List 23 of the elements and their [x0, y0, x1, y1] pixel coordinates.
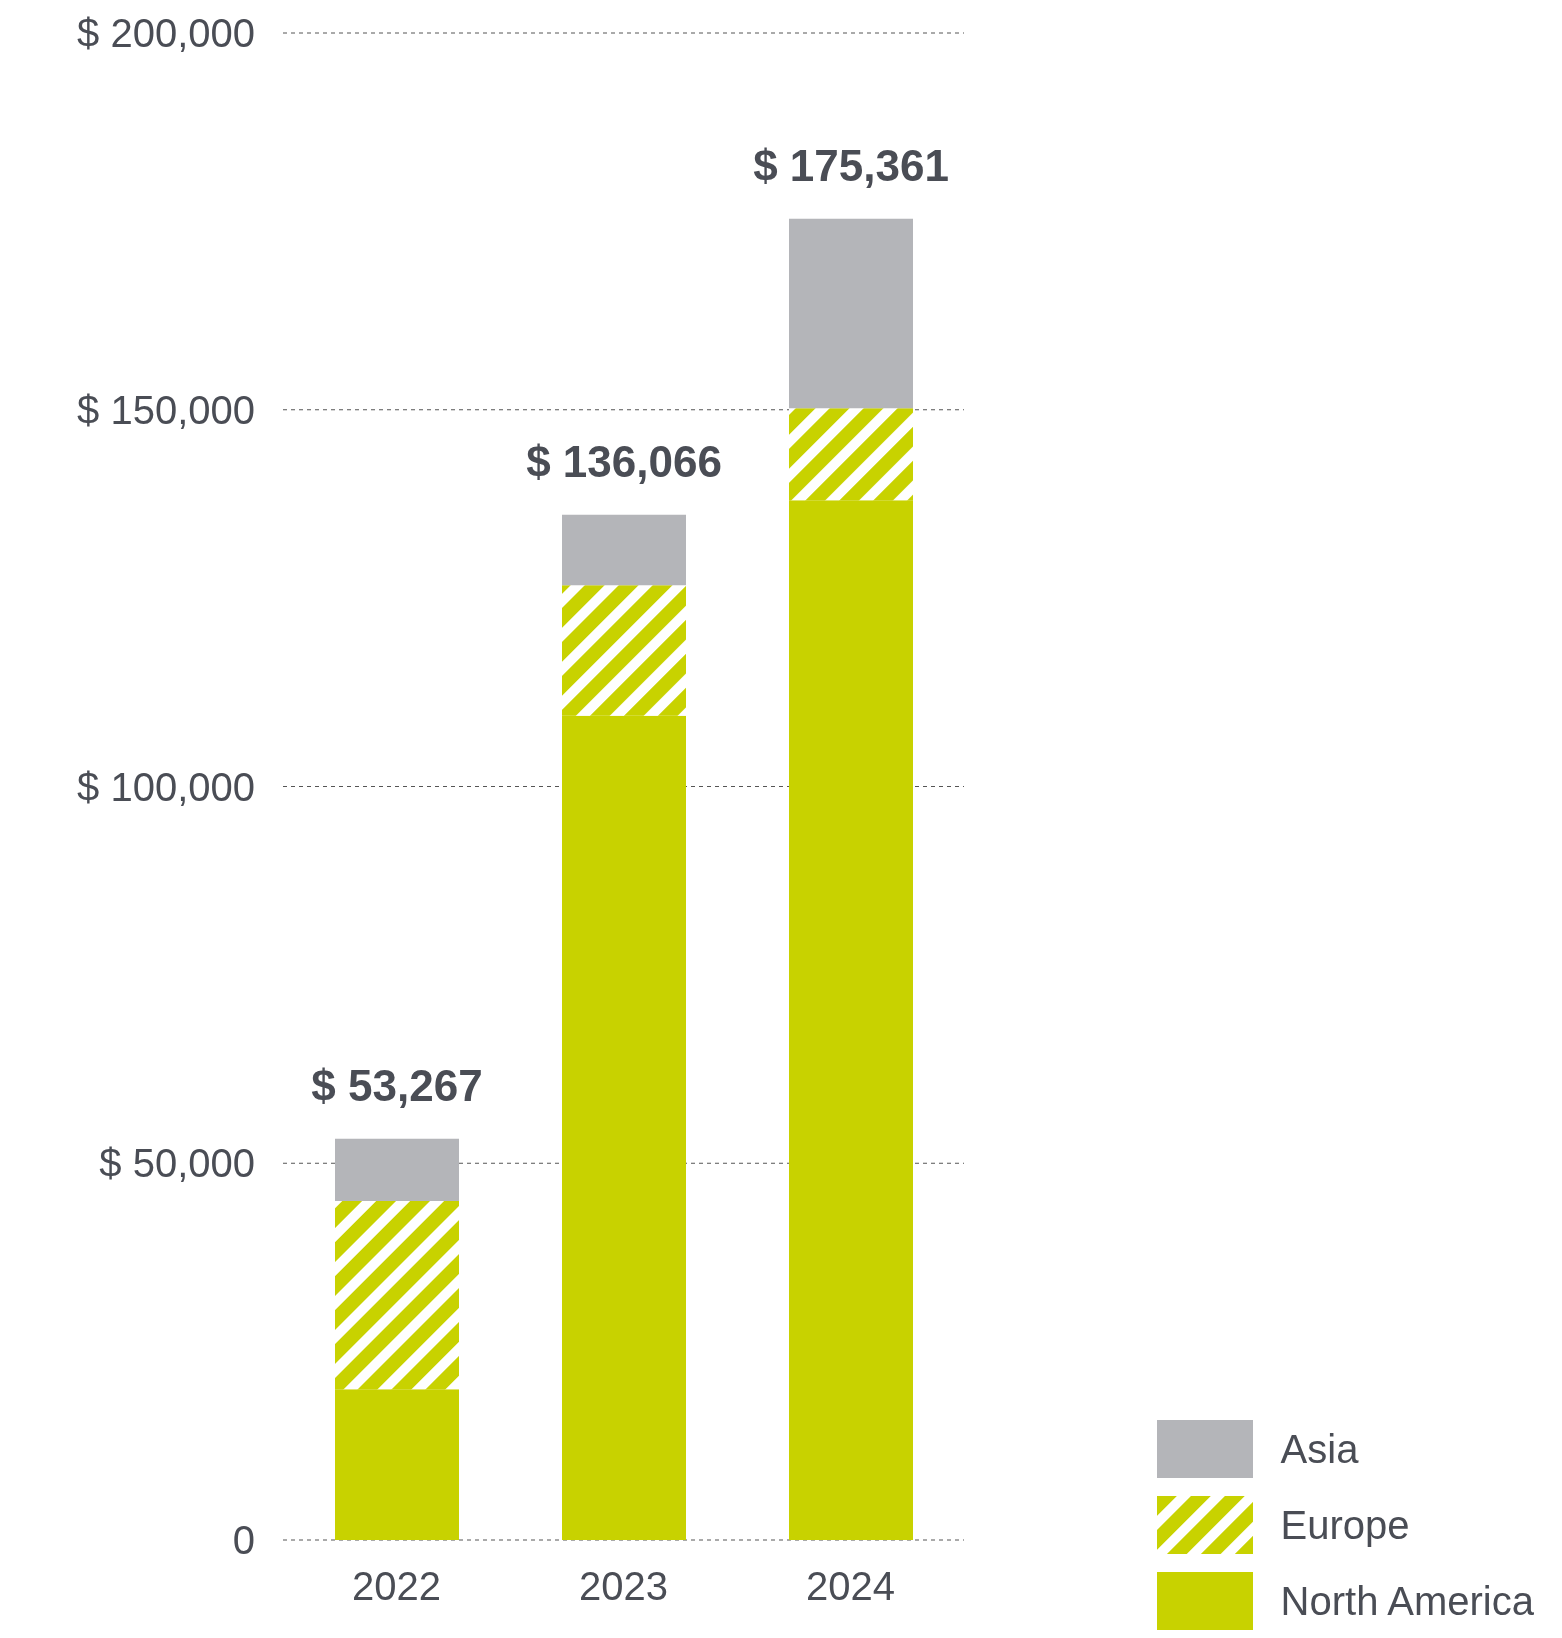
y-tick-label: 0: [232, 1518, 255, 1563]
bar: [562, 715, 686, 1540]
bar: [562, 514, 686, 586]
x-tick-label: 2024: [806, 1564, 895, 1609]
legend-label: Asia: [1280, 1426, 1359, 1472]
y-tick-label: $ 50,000: [99, 1141, 255, 1186]
bar: [789, 500, 913, 1540]
bar: [562, 585, 686, 716]
legend-label: Europe: [1280, 1502, 1410, 1548]
x-tick-label: 2022: [352, 1564, 441, 1609]
y-tick-label: $ 150,000: [77, 387, 255, 432]
y-tick-label: $ 100,000: [77, 764, 255, 809]
total-label: $ 53,267: [311, 1060, 483, 1110]
legend-label: North America: [1280, 1578, 1534, 1624]
bar: [789, 408, 913, 501]
bar: [335, 1138, 459, 1201]
bar: [335, 1389, 459, 1540]
total-label: $ 136,066: [526, 436, 722, 486]
x-tick-label: 2023: [579, 1564, 668, 1609]
bar: [335, 1200, 459, 1390]
bar: [789, 218, 913, 409]
y-tick-label: $ 200,000: [77, 11, 255, 56]
total-label: $ 175,361: [753, 140, 949, 190]
